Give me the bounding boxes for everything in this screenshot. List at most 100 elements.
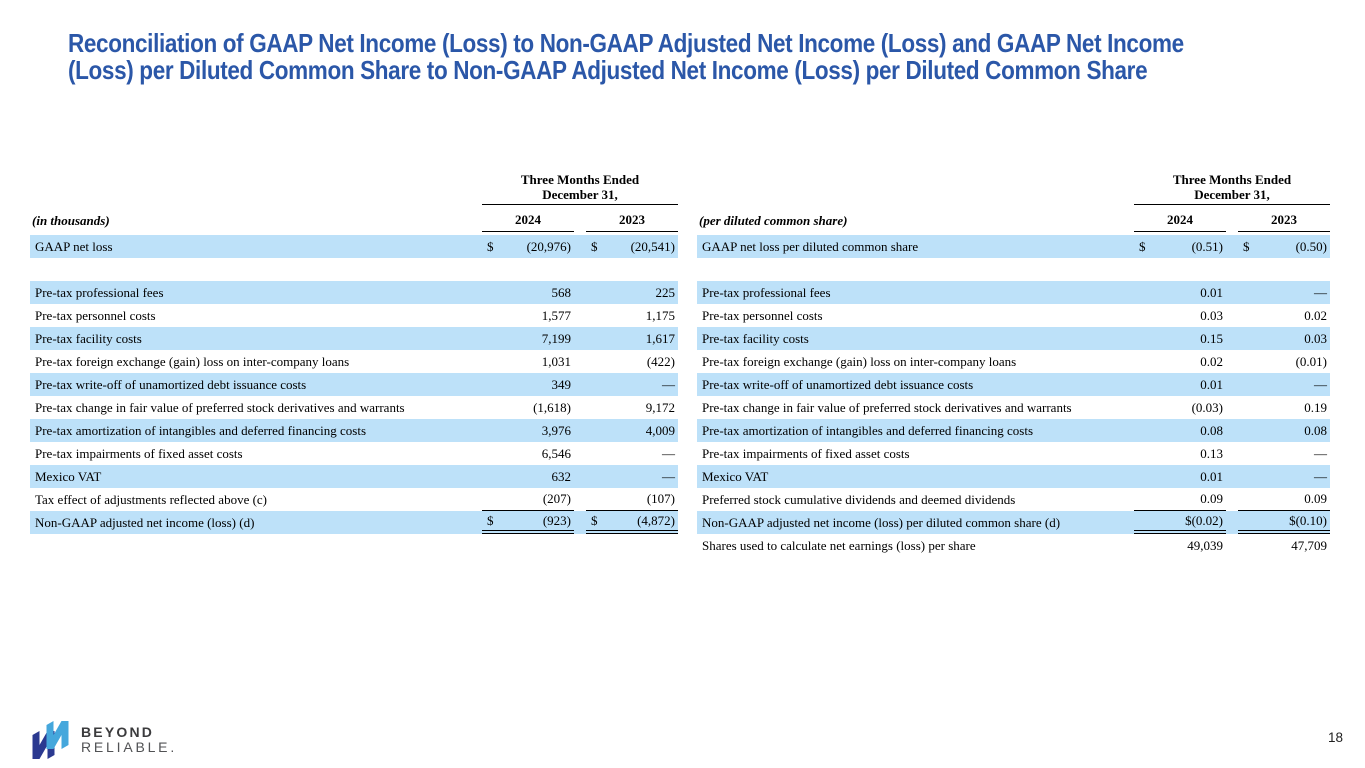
table-row: Pre-tax personnel costs 1,577 1,175 <box>30 304 678 327</box>
row-label: Pre-tax write-off of unamortized debt is… <box>35 376 307 392</box>
value-cell: 349 <box>482 373 574 396</box>
slide-title: Reconciliation of GAAP Net Income (Loss)… <box>68 30 1184 83</box>
value-cell: 0.03 <box>1238 327 1330 350</box>
table-row: Pre-tax foreign exchange (gain) loss on … <box>30 350 678 373</box>
cell-value: 1,617 <box>645 330 675 346</box>
table-row: Pre-tax amortization of intangibles and … <box>697 419 1330 442</box>
row-label: Pre-tax change in fair value of preferre… <box>702 399 1072 415</box>
table-row: Pre-tax write-off of unamortized debt is… <box>30 373 678 396</box>
value-cell: $ (0.50) <box>1238 235 1330 258</box>
cell-value: 7,199 <box>541 330 571 346</box>
table-row: Non-GAAP adjusted net income (loss) (d) $… <box>30 511 678 534</box>
cell-value: — <box>662 445 675 461</box>
value-cell: $(0.10) <box>1238 511 1330 534</box>
value-cell: 0.01 <box>1134 465 1226 488</box>
cell-value: 49,039 <box>1187 537 1223 553</box>
period-line1: Three Months Ended <box>1172 172 1292 187</box>
value-cell: — <box>1238 373 1330 396</box>
value-cell: $ (20,976) <box>482 235 574 258</box>
period-header: Three Months Ended December 31, <box>1134 172 1330 205</box>
cell-value: 47,709 <box>1291 537 1327 553</box>
cell-value: $(0.02) <box>1185 512 1223 528</box>
table-in-thousands: Three Months Ended December 31, (in thou… <box>30 172 678 534</box>
table-row: Preferred stock cumulative dividends and… <box>697 488 1330 511</box>
row-label: Pre-tax write-off of unamortized debt is… <box>702 376 974 392</box>
cell-value: 9,172 <box>645 399 675 415</box>
cell-value: (207) <box>542 491 571 506</box>
row-label: Pre-tax professional fees <box>702 284 831 300</box>
table-row: GAAP net loss $ (20,976) $ (20,541) <box>30 235 678 258</box>
value-cell: 0.19 <box>1238 396 1330 419</box>
cell-value: — <box>662 376 675 392</box>
header-label-spacer <box>697 172 1134 205</box>
cell-value: 0.19 <box>1304 399 1327 415</box>
year-column-header: 2023 <box>1238 212 1330 232</box>
value-cell: (207) <box>482 488 574 511</box>
row-label: GAAP net loss <box>35 238 113 254</box>
cell-value: 0.01 <box>1200 284 1223 300</box>
table-row: Pre-tax professional fees 568 225 <box>30 281 678 304</box>
table-row: Pre-tax personnel costs 0.03 0.02 <box>697 304 1330 327</box>
cell-value: 0.01 <box>1200 376 1223 392</box>
cell-value: 0.01 <box>1200 468 1223 484</box>
row-label: Pre-tax change in fair value of preferre… <box>35 399 405 415</box>
value-cell: — <box>1238 465 1330 488</box>
brand-word-reliable: RELIABLE. <box>81 739 178 755</box>
period-line1: Three Months Ended <box>520 172 640 187</box>
value-cell: 0.01 <box>1134 281 1226 304</box>
value-cell: 4,009 <box>586 419 678 442</box>
currency-symbol: $ <box>1139 238 1146 254</box>
cell-value: 0.09 <box>1200 491 1223 506</box>
header-label-spacer <box>30 172 482 205</box>
value-cell: 7,199 <box>482 327 574 350</box>
value-cell: 0.15 <box>1134 327 1226 350</box>
value-cell: 49,039 <box>1134 534 1226 557</box>
value-cell: 0.09 <box>1238 488 1330 511</box>
row-label: Preferred stock cumulative dividends and… <box>702 491 1016 507</box>
value-cell: 9,172 <box>586 396 678 419</box>
value-cell: 0.09 <box>1134 488 1226 511</box>
brand-wordmark: BEYOND RELIABLE. <box>81 725 177 755</box>
value-cell: (422) <box>586 350 678 373</box>
value-cell: $(0.02) <box>1134 511 1226 534</box>
units-label: (in thousands) <box>32 213 110 228</box>
value-cell: 0.02 <box>1238 304 1330 327</box>
value-cell: 0.13 <box>1134 442 1226 465</box>
cell-value: 6,546 <box>541 445 571 461</box>
row-label: Pre-tax amortization of intangibles and … <box>35 422 367 438</box>
cell-value: (0.03) <box>1191 399 1223 415</box>
table-rows: GAAP net loss $ (20,976) $ (20,541) Pre-tax p… <box>30 235 678 534</box>
value-cell: — <box>586 373 678 396</box>
cell-value: (107) <box>646 491 675 506</box>
cell-value: 568 <box>551 284 572 300</box>
row-label: Pre-tax impairments of fixed asset costs <box>702 445 910 461</box>
row-label: Pre-tax facility costs <box>35 330 142 346</box>
spacer-row <box>30 258 678 281</box>
table-period-header: Three Months Ended December 31, <box>697 172 1330 205</box>
value-cell: 225 <box>586 281 678 304</box>
value-cell: — <box>1238 281 1330 304</box>
row-label: Pre-tax impairments of fixed asset costs <box>35 445 243 461</box>
slide-title-line1: Reconciliation of GAAP Net Income (Loss)… <box>68 28 1184 58</box>
currency-symbol: $ <box>1243 238 1250 254</box>
value-cell: 3,976 <box>482 419 574 442</box>
cell-value: 0.09 <box>1304 491 1327 506</box>
value-cell: (0.01) <box>1238 350 1330 373</box>
table-row: Mexico VAT 632 — <box>30 465 678 488</box>
value-cell: 1,031 <box>482 350 574 373</box>
cell-value: — <box>1314 284 1327 300</box>
row-label: Pre-tax personnel costs <box>702 307 823 323</box>
cell-value: 349 <box>551 376 572 392</box>
cell-value: 1,577 <box>541 307 571 323</box>
table-rows: GAAP net loss per diluted common share $(… <box>697 235 1330 557</box>
value-cell: — <box>1238 442 1330 465</box>
table-year-header: (in thousands) 2024 2023 <box>30 206 678 232</box>
cell-value: 0.15 <box>1200 330 1223 346</box>
value-cell: — <box>586 465 678 488</box>
page-number: 18 <box>1327 730 1343 745</box>
value-cell: 0.08 <box>1238 419 1330 442</box>
table-row: Mexico VAT 0.01 — <box>697 465 1330 488</box>
row-label: Pre-tax foreign exchange (gain) loss on … <box>35 353 350 369</box>
cell-value: (4,872) <box>637 512 675 528</box>
value-cell: $ (4,872) <box>586 511 678 534</box>
